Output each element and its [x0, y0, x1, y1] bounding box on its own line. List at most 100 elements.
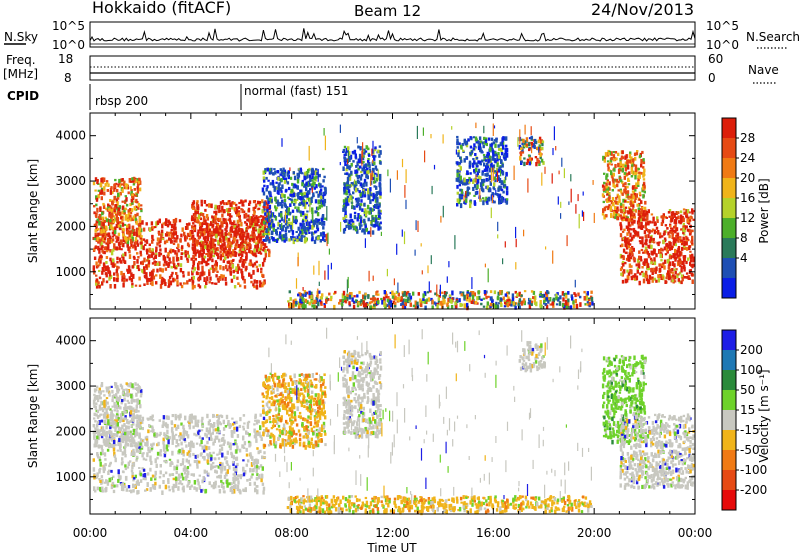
data-cell [112, 258, 115, 263]
data-cell [404, 185, 406, 198]
data-cell [526, 158, 530, 164]
data-cell [372, 275, 374, 281]
data-cell [186, 484, 189, 488]
data-cell [212, 268, 215, 273]
data-cell [108, 270, 111, 273]
data-cell [177, 248, 180, 253]
data-cell [530, 157, 533, 161]
data-cell [667, 231, 670, 236]
data-cell [111, 231, 115, 235]
data-cell [235, 243, 238, 248]
data-cell [664, 253, 668, 256]
data-cell [505, 200, 508, 203]
data-cell [354, 153, 357, 159]
data-cell [519, 156, 522, 161]
data-cell [259, 252, 263, 255]
data-cell [236, 213, 239, 217]
data-cell [342, 216, 346, 220]
data-cell [352, 160, 355, 163]
data-cell [483, 125, 485, 134]
data-cell [320, 296, 323, 300]
data-cell [682, 208, 686, 211]
data-cell [152, 252, 155, 256]
data-cell [268, 225, 271, 229]
data-cell [314, 219, 317, 223]
data-cell [520, 138, 524, 142]
data-cell [172, 256, 175, 261]
data-cell [305, 175, 308, 180]
data-cell [465, 193, 468, 199]
data-cell [192, 237, 195, 240]
data-cell [685, 215, 688, 219]
data-cell [116, 260, 119, 264]
data-cell [345, 183, 349, 187]
data-cell [258, 250, 262, 253]
data-cell [276, 170, 279, 173]
data-cell [281, 193, 284, 198]
data-cell [605, 205, 608, 208]
data-cell [145, 266, 149, 270]
data-cell [138, 234, 141, 238]
data-cell [487, 164, 490, 167]
data-cell [272, 236, 275, 240]
data-cell [651, 270, 654, 275]
data-cell [525, 145, 529, 148]
data-cell [98, 238, 101, 243]
data-cell [481, 141, 485, 145]
data-cell [567, 298, 570, 303]
data-cell [216, 247, 219, 251]
data-cell [456, 169, 459, 173]
data-cell [657, 242, 660, 247]
data-cell [558, 170, 560, 175]
data-cell [517, 302, 520, 307]
data-cell [311, 237, 314, 241]
data-cell [682, 227, 685, 233]
data-cell [680, 269, 683, 273]
data-cell [113, 183, 117, 189]
data-cell [133, 193, 136, 197]
data-cell [367, 158, 370, 161]
data-cell [641, 225, 645, 229]
data-cell [203, 230, 206, 236]
data-cell [441, 300, 444, 304]
data-cell [685, 272, 689, 275]
data-cell [497, 155, 501, 159]
data-cell [270, 199, 273, 203]
data-cell [264, 223, 267, 227]
data-cell [629, 232, 632, 238]
data-cell [323, 175, 326, 179]
data-cell [290, 221, 293, 225]
data-cell [523, 300, 526, 306]
data-cell [312, 170, 316, 175]
data-cell [281, 138, 283, 147]
data-cell [295, 219, 298, 223]
data-cell [626, 190, 630, 195]
data-cell [507, 291, 510, 295]
data-cell [285, 188, 288, 192]
data-cell [485, 196, 488, 202]
data-cell [350, 292, 353, 297]
data-cell [212, 254, 215, 258]
data-cell [463, 195, 465, 202]
data-cell [238, 201, 241, 205]
data-cell [116, 272, 119, 276]
data-cell [155, 261, 158, 265]
data-cell [503, 305, 507, 308]
data-cell [287, 170, 290, 174]
data-cell [643, 190, 646, 194]
data-cell [636, 267, 640, 270]
data-cell [490, 137, 494, 141]
data-cell [143, 283, 146, 286]
data-cell [386, 298, 390, 303]
data-cell [271, 218, 274, 223]
data-cell [217, 231, 220, 236]
data-cell [680, 239, 683, 242]
data-cell [665, 243, 668, 248]
nsearch-tick-top: 10^5 [706, 19, 739, 33]
data-cell [246, 431, 249, 435]
data-cell [341, 303, 344, 307]
data-cell [302, 210, 305, 216]
data-cell [203, 271, 206, 276]
data-cell [490, 147, 494, 151]
data-cell [330, 262, 332, 270]
